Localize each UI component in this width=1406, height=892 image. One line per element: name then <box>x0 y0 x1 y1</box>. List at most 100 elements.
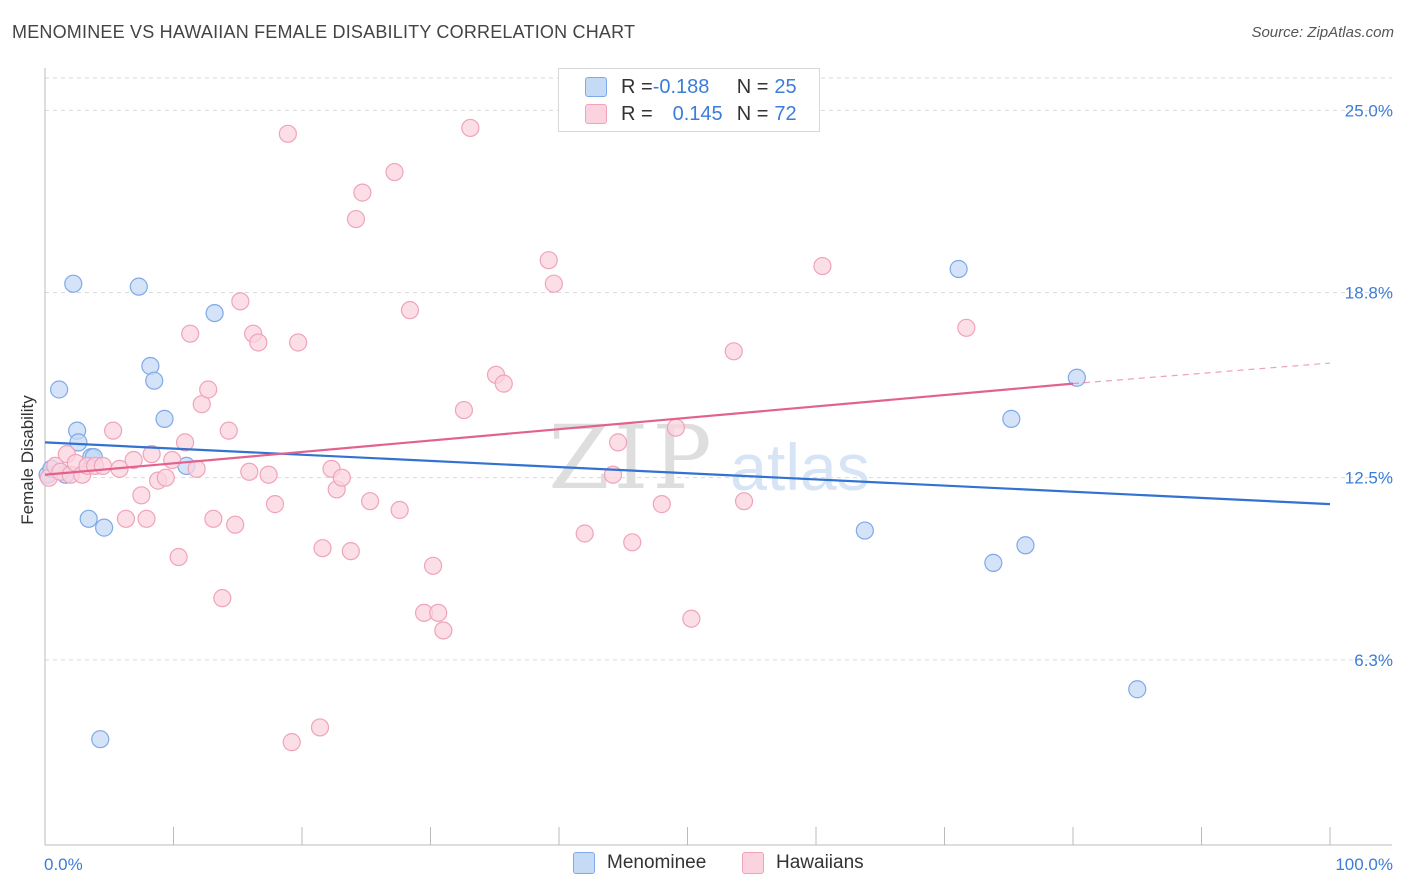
point-hawaiians-67 <box>682 609 701 628</box>
y-tick-label-2: 18.8% <box>1345 284 1393 303</box>
legend-swatch-menominee <box>573 852 595 874</box>
y-tick-label-0: 6.3% <box>1354 651 1393 670</box>
point-hawaiians-14 <box>132 486 151 505</box>
point-hawaiians-61 <box>575 524 594 543</box>
point-hawaiians-10 <box>104 421 123 440</box>
watermark-atlas: atlas <box>730 430 869 504</box>
point-hawaiians-29 <box>226 515 245 534</box>
stats-row-hawaiians: R = 0.145 N = 72 <box>585 102 797 126</box>
n-label: N = <box>736 102 769 125</box>
point-hawaiians-21 <box>175 433 195 452</box>
n-value: 25 <box>774 75 797 98</box>
point-hawaiians-70 <box>813 256 832 276</box>
point-hawaiians-37 <box>282 733 301 752</box>
point-hawaiians-38 <box>289 333 308 352</box>
n-value: 72 <box>774 102 797 125</box>
swatch-hawaiians <box>585 104 607 124</box>
point-menominee-18 <box>949 259 968 279</box>
point-hawaiians-18 <box>156 468 175 487</box>
axes <box>44 68 1392 846</box>
point-menominee-23 <box>1128 680 1147 699</box>
point-menominee-14 <box>155 409 174 428</box>
point-menominee-5 <box>69 433 88 452</box>
point-hawaiians-47 <box>361 492 380 511</box>
source-label: Source: ZipAtlas.com <box>1251 24 1394 41</box>
point-hawaiians-30 <box>231 292 250 311</box>
trendline-menominee <box>44 441 1331 506</box>
point-hawaiians-25 <box>199 380 218 399</box>
x-tick-label-0: 0.0% <box>44 855 83 874</box>
point-hawaiians-35 <box>265 495 285 514</box>
grid-lines <box>45 77 1392 661</box>
point-menominee-16 <box>205 303 224 323</box>
point-menominee-9 <box>91 730 110 749</box>
point-menominee-6 <box>79 509 98 528</box>
point-hawaiians-13 <box>124 450 143 470</box>
point-hawaiians-46 <box>353 183 372 202</box>
point-hawaiians-27 <box>213 589 232 608</box>
x-tick-label-1: 100.0% <box>1335 855 1393 874</box>
point-hawaiians-56 <box>461 118 480 138</box>
r-value: -0.188 <box>652 75 710 98</box>
point-hawaiians-48 <box>385 162 404 182</box>
point-hawaiians-68 <box>724 342 743 361</box>
point-hawaiians-50 <box>400 301 420 320</box>
point-hawaiians-22 <box>181 324 200 343</box>
point-hawaiians-26 <box>204 509 223 528</box>
tick-labels: 6.3% 12.5% 18.8% 25.0% 0.0% 100.0% <box>44 101 1393 874</box>
point-hawaiians-43 <box>332 468 351 487</box>
point-hawaiians-64 <box>623 533 642 552</box>
point-hawaiians-54 <box>434 621 453 640</box>
y-tick-label-3: 25.0% <box>1345 101 1393 120</box>
point-hawaiians-19 <box>163 450 182 470</box>
point-hawaiians-52 <box>423 556 443 575</box>
point-hawaiians-40 <box>313 539 332 558</box>
point-hawaiians-12 <box>116 509 136 528</box>
point-hawaiians-28 <box>219 421 238 440</box>
r-label: R = <box>621 102 653 125</box>
point-hawaiians-34 <box>259 465 278 484</box>
point-menominee-20 <box>1002 409 1021 428</box>
point-hawaiians-49 <box>390 500 409 520</box>
r-label: R = <box>621 75 653 98</box>
point-menominee-3 <box>64 274 83 293</box>
trendline-extension-hawaiians <box>1072 362 1331 385</box>
point-menominee-10 <box>95 518 114 537</box>
n-label: N = <box>736 75 769 98</box>
trend-lines <box>44 362 1331 506</box>
point-hawaiians-15 <box>137 509 156 528</box>
point-menominee-17 <box>855 521 874 540</box>
point-hawaiians-16 <box>142 445 161 464</box>
point-menominee-13 <box>145 371 164 390</box>
legend-item-hawaiians[interactable]: Hawaiians <box>742 852 864 874</box>
point-hawaiians-39 <box>310 718 330 737</box>
stats-legend: R = -0.188 N = 25 R = 0.145 N = 72 <box>558 68 820 132</box>
stats-row-menominee: R = -0.188 N = 25 <box>585 75 797 99</box>
point-hawaiians-20 <box>169 547 188 567</box>
point-hawaiians-71 <box>957 318 976 337</box>
point-hawaiians-66 <box>666 418 686 437</box>
watermark: ZIP atlas <box>548 406 869 509</box>
y-tick-label-1: 12.5% <box>1345 469 1393 488</box>
point-hawaiians-53 <box>429 603 448 622</box>
point-hawaiians-59 <box>539 251 558 270</box>
point-hawaiians-33 <box>249 333 268 352</box>
point-hawaiians-9 <box>93 456 112 476</box>
point-hawaiians-58 <box>494 374 513 393</box>
point-menominee-21 <box>1016 536 1035 555</box>
point-hawaiians-55 <box>454 400 474 420</box>
chart-title: MENOMINEE VS HAWAIIAN FEMALE DISABILITY … <box>12 22 636 42</box>
point-hawaiians-36 <box>278 124 297 143</box>
legend-swatch-hawaiians <box>742 852 764 874</box>
legend-label-menominee: Menominee <box>607 852 707 873</box>
watermark-zip: ZIP <box>548 406 715 509</box>
point-hawaiians-65 <box>652 495 671 514</box>
point-hawaiians-69 <box>734 492 754 511</box>
point-hawaiians-63 <box>609 433 628 452</box>
trendline-hawaiians <box>44 382 1074 476</box>
point-hawaiians-31 <box>240 462 259 481</box>
legend-item-menominee[interactable]: Menominee <box>573 852 706 874</box>
r-value: 0.145 <box>672 102 723 125</box>
point-menominee-22 <box>1067 368 1086 387</box>
